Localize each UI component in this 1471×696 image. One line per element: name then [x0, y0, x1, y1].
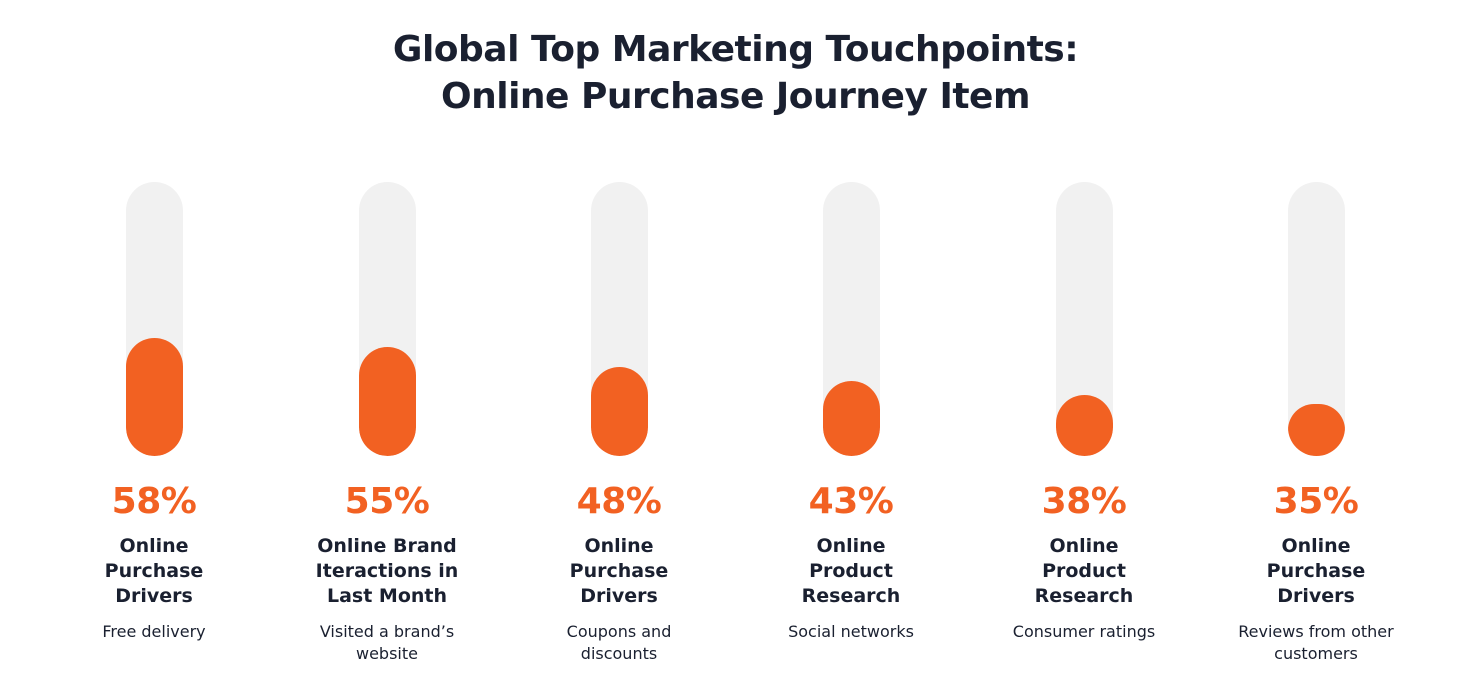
bar-value-label: 38% — [1041, 481, 1127, 522]
bar-subcategory-label: Social networks — [788, 622, 914, 641]
bar-subcategory-label: Free delivery — [102, 622, 206, 641]
bar-fill — [1055, 395, 1113, 456]
bar-fill — [125, 338, 183, 456]
bar-column: 58% Online Purchase Drivers Free deliver… — [38, 182, 270, 643]
bar-category-label: Online Purchase Drivers — [569, 535, 669, 607]
bar-category-label: Online Purchase Drivers — [1266, 535, 1366, 607]
chart-title: Global Top Marketing Touchpoints: Online… — [0, 26, 1471, 120]
bar-subcategory-label: Visited a brand’s website — [319, 622, 455, 663]
bar-subcategory-label: Coupons and discounts — [566, 622, 672, 663]
bar-column: 55% Online Brand Iteractions in Last Mon… — [271, 182, 503, 665]
bar-value-label: 35% — [1273, 481, 1359, 522]
bar-column: 38% Online Product Research Consumer rat… — [968, 182, 1200, 643]
bar-category-label: Online Brand Iteractions in Last Month — [315, 535, 459, 607]
bar-fill — [590, 367, 648, 456]
bar-column: 35% Online Purchase Drivers Reviews from… — [1200, 182, 1432, 665]
bar-category-label: Online Purchase Drivers — [104, 535, 204, 607]
bar-category-label: Online Product Research — [801, 535, 901, 607]
bar-value-label: 43% — [808, 481, 894, 522]
bar-track — [358, 182, 416, 456]
bar-subcategory-label: Consumer ratings — [1012, 622, 1156, 641]
bar-value-label: 48% — [576, 481, 662, 522]
bar-track — [822, 182, 880, 456]
bar-column: 43% Online Product Research Social netwo… — [735, 182, 967, 643]
bar-column: 48% Online Purchase Drivers Coupons and … — [503, 182, 735, 665]
bar-track — [1287, 182, 1345, 456]
bar-category-label: Online Product Research — [1034, 535, 1134, 607]
bar-fill — [358, 347, 416, 456]
chart-title-line-1: Global Top Marketing Touchpoints: — [392, 29, 1079, 70]
bar-subcategory-label: Reviews from other customers — [1238, 622, 1394, 663]
bar-fill — [822, 381, 880, 456]
bar-track — [590, 182, 648, 456]
bar-track — [1055, 182, 1113, 456]
bar-track — [125, 182, 183, 456]
chart-title-line-2: Online Purchase Journey Item — [441, 76, 1030, 117]
bar-value-label: 55% — [344, 481, 430, 522]
bar-fill — [1287, 404, 1345, 456]
bar-value-label: 58% — [111, 481, 197, 522]
